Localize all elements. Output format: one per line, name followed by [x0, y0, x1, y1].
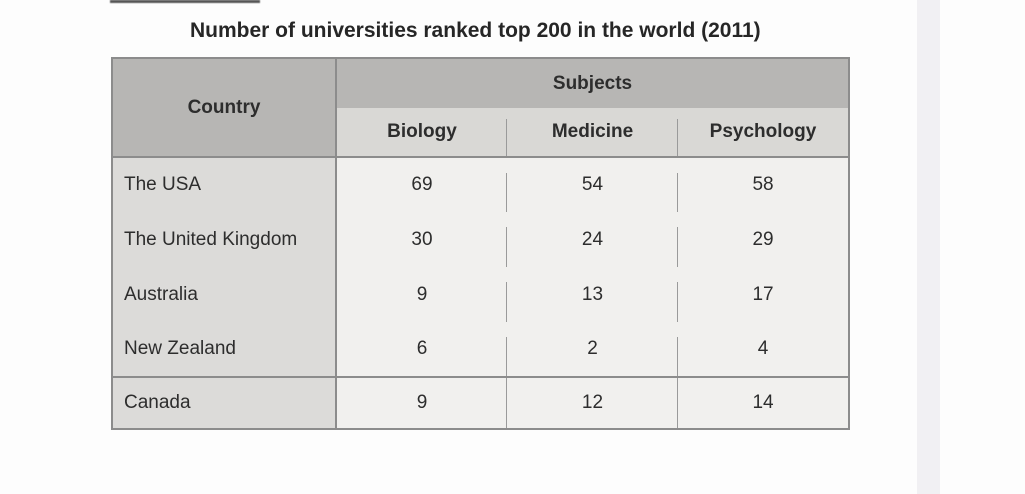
cell-psychology: 4 [678, 322, 850, 377]
cell-biology: 69 [336, 157, 507, 212]
cell-medicine: 24 [507, 212, 679, 267]
cell-medicine: 54 [507, 157, 679, 212]
cell-psychology: 17 [678, 267, 850, 322]
universities-table: Country Subjects Biology Medicine Psycho… [111, 57, 851, 430]
table-row-usa: The USA 69 54 58 [112, 157, 850, 212]
country-column-header: Country [112, 58, 337, 158]
cell-medicine: 2 [507, 322, 679, 377]
table-title: Number of universities ranked top 200 in… [190, 19, 761, 42]
cropped-bar-remnant [110, 0, 260, 3]
cell-medicine: 12 [507, 376, 679, 429]
cell-psychology: 58 [678, 157, 850, 212]
cell-psychology: 29 [678, 212, 850, 267]
table-row-uk: The United Kingdom 30 24 29 [112, 212, 850, 267]
row-label: The United Kingdom [112, 212, 337, 267]
table-row-canada: Canada 9 12 14 [112, 376, 850, 429]
cell-medicine: 13 [507, 267, 679, 322]
column-header-psychology: Psychology [678, 108, 850, 158]
header-group-row: Country Subjects [112, 58, 850, 158]
cell-psychology: 14 [678, 376, 850, 429]
column-header-biology: Biology [336, 108, 507, 158]
right-margin-strip [917, 0, 940, 494]
row-label: Australia [112, 267, 337, 322]
cell-biology: 9 [336, 376, 507, 429]
cell-biology: 9 [336, 267, 507, 322]
table-row-new-zealand: New Zealand 6 2 4 [112, 322, 850, 377]
table-row-australia: Australia 9 13 17 [112, 267, 850, 322]
column-header-medicine: Medicine [507, 108, 679, 158]
row-label: The USA [112, 157, 337, 212]
row-label: Canada [112, 376, 337, 429]
header-sub-row: Biology Medicine Psychology [112, 108, 850, 158]
cell-biology: 6 [336, 322, 507, 377]
subjects-group-header: Subjects [336, 58, 850, 108]
cell-biology: 30 [336, 212, 507, 267]
row-label: New Zealand [112, 322, 337, 377]
